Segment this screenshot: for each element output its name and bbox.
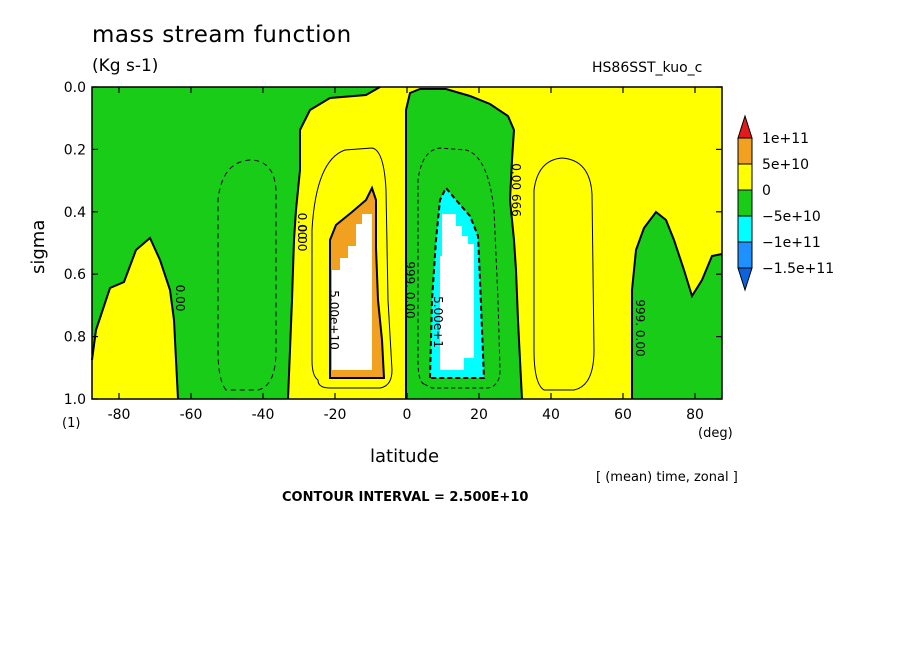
contour-label: 0.00 <box>295 213 309 240</box>
shaded-fields <box>92 87 722 399</box>
y-tick-label: 0.0 <box>64 80 86 96</box>
contour-lines <box>91 86 723 400</box>
x-tick-label: 80 <box>686 407 704 423</box>
x-tick-label: -80 <box>108 407 131 423</box>
contour-pos-north <box>533 157 595 391</box>
y-tick-label: 0.8 <box>64 330 86 346</box>
colorbar-segment <box>737 137 753 165</box>
colorbar-label: −1.5e+11 <box>762 261 834 277</box>
colorbar-segment <box>737 163 753 191</box>
x-axis-unit: (deg) <box>698 426 733 441</box>
contour-neg-outer <box>417 147 501 389</box>
y-tick-label: 0.2 <box>64 142 86 158</box>
x-tick-label: 0 <box>403 407 412 423</box>
x-axis-label: latitude <box>370 446 440 467</box>
chart-units: (Kg s-1) <box>92 56 159 76</box>
contour-zero-center <box>405 88 523 400</box>
y-tick-label: 1.0 <box>64 392 86 408</box>
contour-label: 0.00 666 <box>509 163 523 216</box>
contour-label: 0.00 <box>173 285 187 312</box>
field-undefined-south <box>332 214 372 370</box>
colorbar-segment <box>737 241 753 269</box>
colorbar-legend: 1e+11 5e+10 0 −5e+10 −1e+11 −1.5e+11 <box>737 114 834 292</box>
contour-label: 5.00e+10 <box>327 290 341 349</box>
x-tick-label: 40 <box>542 407 560 423</box>
contour-pos-inner <box>329 185 386 379</box>
contour-label: 999. 0.00 <box>403 261 417 318</box>
contour-interval: CONTOUR INTERVAL = 2.500E+10 <box>282 490 529 505</box>
contour-label: 0.00 <box>295 225 309 252</box>
averaging-note: [ (mean) time, zonal ] <box>596 470 738 485</box>
x-tick-label: -40 <box>252 407 275 423</box>
contour-zero-north <box>631 210 723 399</box>
colorbar-label: 1e+11 <box>762 131 809 147</box>
y-axis-label: sigma <box>28 219 49 274</box>
y-tick-label: 0.4 <box>64 205 86 221</box>
chart-title: mass stream function <box>92 22 352 48</box>
field-north-green <box>632 212 722 399</box>
colorbar-label: −1e+11 <box>762 235 821 251</box>
colorbar-top-triangle <box>737 114 753 139</box>
contour-pos-outer <box>311 147 393 389</box>
colorbar-label: −5e+10 <box>762 209 821 225</box>
y-axis-unit: (1) <box>62 416 81 431</box>
contour-neg-inner <box>428 186 486 379</box>
contour-label: 5.00e+1 <box>431 296 445 348</box>
x-tick-label: 60 <box>614 407 632 423</box>
x-tick-label: 20 <box>470 407 488 423</box>
colorbar-bottom-triangle <box>737 267 753 292</box>
field-south-green <box>92 87 380 399</box>
x-tick-label: -20 <box>324 407 347 423</box>
contour-zero-south <box>91 236 179 400</box>
colorbar-segment <box>737 215 753 243</box>
colorbar-label: 0 <box>762 183 771 199</box>
y-tick-label: 0.6 <box>64 267 86 283</box>
contour-neg-south <box>217 159 277 391</box>
colorbar-segment <box>737 189 753 217</box>
x-axis: -80 -60 -40 -20 0 20 40 60 80 <box>108 87 704 423</box>
contour-zero-mid-south <box>287 86 381 400</box>
field-undefined-north <box>440 214 474 370</box>
y-axis: 0.0 0.2 0.4 0.6 0.8 1.0 <box>64 80 722 408</box>
contour-label: 999. 0.00 <box>633 299 647 356</box>
colorbar-label: 5e+10 <box>762 157 809 173</box>
x-tick-label: -60 <box>180 407 203 423</box>
run-name: HS86SST_kuo_c <box>592 60 703 76</box>
